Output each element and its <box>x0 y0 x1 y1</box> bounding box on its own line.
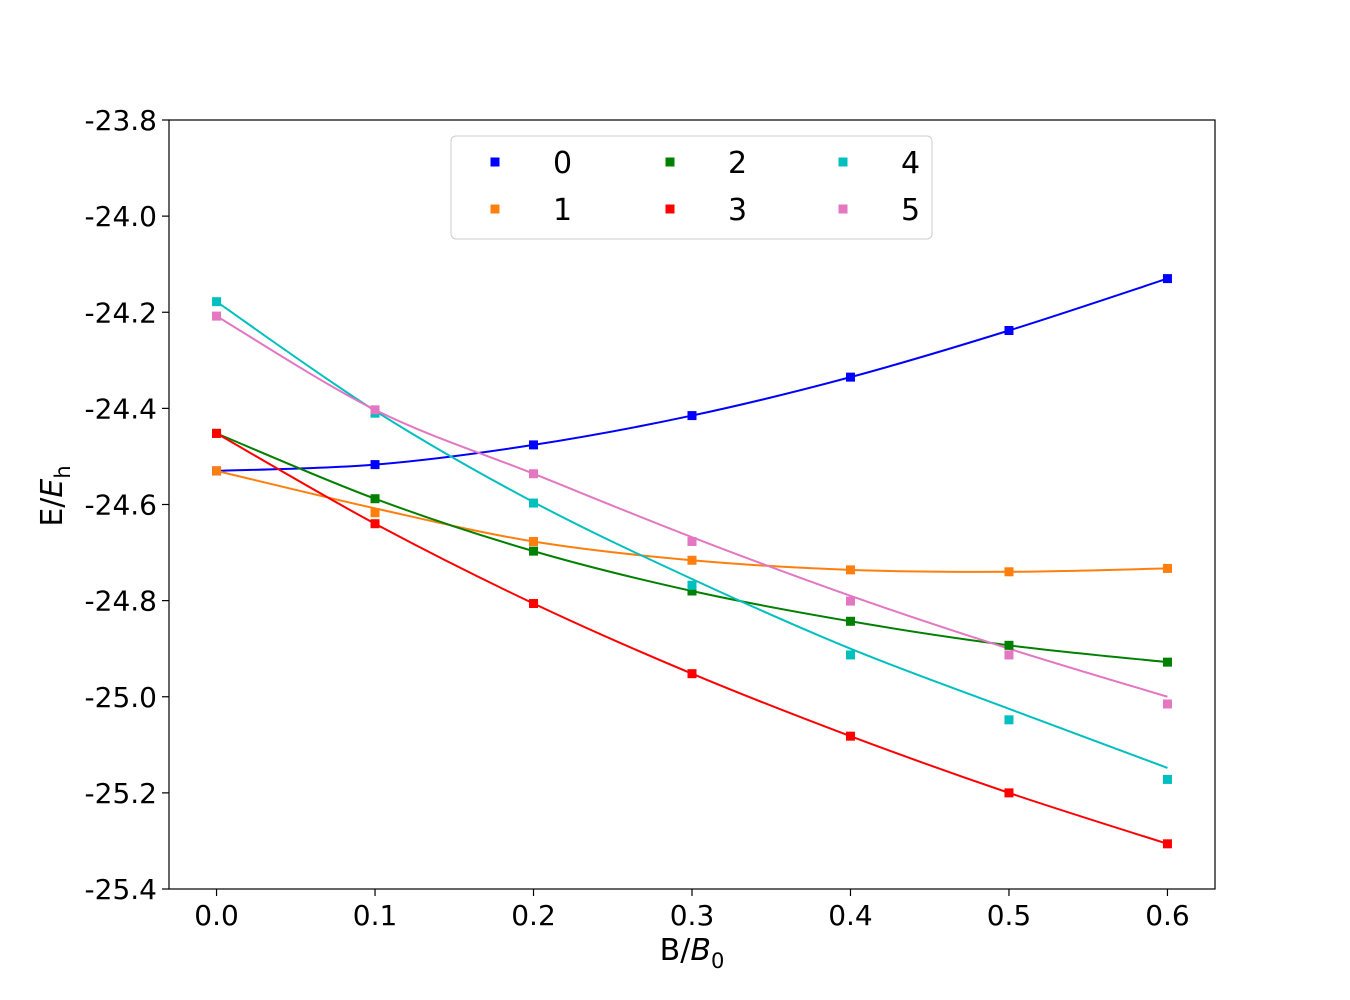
x-axis-label: B/B0 <box>660 933 725 973</box>
series-4-line <box>215 300 1168 769</box>
series-1-point <box>529 537 539 547</box>
y-tick-label: -25.4 <box>85 873 157 906</box>
series-4-point <box>212 297 222 307</box>
series-4-point <box>1004 715 1014 725</box>
series-2-line <box>216 432 1168 664</box>
legend-label-5: 5 <box>901 193 920 228</box>
series-5-point <box>529 469 539 479</box>
x-tick-label: 0.6 <box>1145 899 1190 932</box>
x-tick-label: 0.2 <box>511 899 556 932</box>
series-3-line <box>216 432 1168 845</box>
x-tick-label: 0.4 <box>828 899 873 932</box>
y-tick-label: -25.2 <box>85 777 157 810</box>
series-1-point <box>1004 567 1014 577</box>
legend-label-3: 3 <box>728 193 747 228</box>
legend-marker-3 <box>665 204 675 214</box>
x-axis-ticks: 0.0 0.1 0.2 0.3 0.4 0.5 0.6 <box>194 889 1190 932</box>
series-0-point <box>1004 326 1014 336</box>
legend-label-0: 0 <box>553 146 572 181</box>
series-4-point <box>529 498 539 508</box>
y-tick-label: -23.8 <box>85 104 157 137</box>
x-tick-label: 0.1 <box>353 899 398 932</box>
series-0-point <box>529 440 539 450</box>
series-0-line <box>216 277 1168 472</box>
series-3-point <box>212 428 222 438</box>
series-3-point <box>845 731 855 741</box>
series-5-point <box>687 537 697 547</box>
series-2-point <box>1004 640 1014 650</box>
series-2-point <box>370 494 380 504</box>
series-1-point <box>1162 563 1172 573</box>
legend-label-2: 2 <box>728 146 747 181</box>
series-1-point <box>687 555 697 565</box>
series-4-point <box>1162 774 1172 784</box>
series-5-point <box>370 405 380 415</box>
series-1-point <box>845 565 855 575</box>
y-tick-label: -24.0 <box>85 200 157 233</box>
legend-marker-2 <box>665 157 675 167</box>
series-3-point <box>1162 839 1172 849</box>
legend-marker-1 <box>490 204 500 214</box>
y-tick-label: -24.4 <box>85 392 157 425</box>
series-0-point <box>1162 274 1172 284</box>
series-4-point <box>687 580 697 590</box>
series-5-point <box>1004 650 1014 660</box>
series-3-point <box>529 599 539 609</box>
series-5-point <box>1162 699 1172 709</box>
y-axis-label: E/Eh <box>35 465 75 526</box>
legend-frame <box>450 135 933 240</box>
y-tick-label: -24.2 <box>85 296 157 329</box>
series-0-point <box>370 460 380 470</box>
series-4-point <box>845 650 855 660</box>
series-2-point <box>1162 657 1172 667</box>
series-2-point <box>687 586 697 596</box>
series-1-point <box>212 466 222 476</box>
series-2-point <box>529 546 539 556</box>
legend-marker-0 <box>490 157 500 167</box>
legend-label-4: 4 <box>901 146 920 181</box>
x-tick-label: 0.5 <box>987 899 1032 932</box>
y-tick-label: -25.0 <box>85 681 157 714</box>
series-1-point <box>370 508 380 518</box>
x-tick-label: 0.3 <box>670 899 715 932</box>
series-0-point <box>845 372 855 382</box>
legend-label-1: 1 <box>553 193 572 228</box>
series-markers <box>212 274 1172 849</box>
legend-marker-4 <box>838 157 848 167</box>
series-2-point <box>845 616 855 626</box>
series-3-point <box>370 519 380 529</box>
y-tick-label: -24.6 <box>85 489 157 522</box>
series-3-point <box>687 669 697 679</box>
series-3-point <box>1004 788 1014 798</box>
x-tick-label: 0.0 <box>194 899 239 932</box>
y-tick-label: -24.8 <box>85 585 157 618</box>
series-5-point <box>845 596 855 606</box>
series-0-point <box>687 411 697 421</box>
series-5-point <box>212 311 222 321</box>
legend-marker-5 <box>838 204 848 214</box>
y-axis-ticks: -23.8 -24.0 -24.2 -24.4 -24.6 -24.8 -25.0 -25.2… <box>85 104 169 906</box>
series-5-line <box>216 315 1168 698</box>
legend: 0 1 2 3 4 5 <box>450 135 933 240</box>
